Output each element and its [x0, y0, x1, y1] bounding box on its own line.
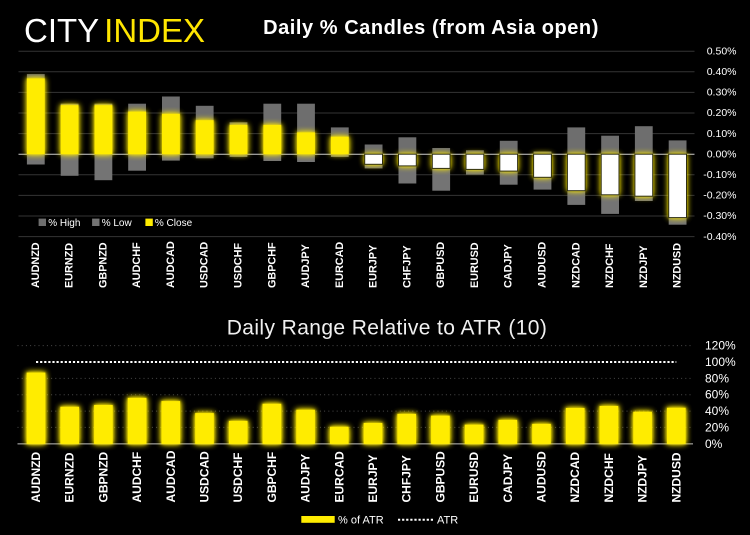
svg-text:USDCAD: USDCAD [199, 242, 211, 288]
svg-text:CADJPY: CADJPY [503, 243, 515, 288]
svg-text:GBPUSD: GBPUSD [435, 242, 447, 288]
svg-text:AUDCAD: AUDCAD [165, 241, 177, 288]
svg-text:40%: 40% [705, 404, 729, 418]
svg-text:EURJPY: EURJPY [368, 244, 380, 288]
svg-text:0%: 0% [705, 437, 723, 451]
svg-text:EURCAD: EURCAD [332, 451, 346, 503]
svg-text:Daily % Candles (from Asia ope: Daily % Candles (from Asia open) [263, 17, 599, 39]
svg-text:EURUSD: EURUSD [469, 242, 481, 288]
svg-text:AUDNZD: AUDNZD [30, 242, 42, 288]
svg-text:AUDNZD: AUDNZD [29, 452, 43, 503]
svg-text:ATR: ATR [437, 515, 458, 527]
svg-text:Daily Range Relative to ATR (1: Daily Range Relative to ATR (10) [227, 317, 548, 340]
svg-text:GBPNZD: GBPNZD [96, 452, 110, 503]
svg-text:-0.40%: -0.40% [703, 231, 736, 243]
svg-text:-0.30%: -0.30% [703, 210, 736, 222]
svg-text:AUDCHF: AUDCHF [131, 242, 143, 288]
svg-text:EURNZD: EURNZD [64, 243, 76, 288]
svg-text:CHFJPY: CHFJPY [400, 455, 414, 502]
svg-text:20%: 20% [705, 420, 729, 434]
svg-text:AUDCHF: AUDCHF [130, 452, 144, 503]
svg-text:GBPNZD: GBPNZD [97, 242, 109, 288]
svg-text:NZDCHF: NZDCHF [604, 243, 616, 288]
svg-text:NZDUSD: NZDUSD [672, 243, 684, 288]
svg-text:NZDUSD: NZDUSD [669, 452, 683, 502]
svg-text:NZDJPY: NZDJPY [638, 245, 650, 288]
svg-text:AUDUSD: AUDUSD [537, 242, 549, 288]
svg-text:0.10%: 0.10% [707, 128, 737, 140]
svg-text:NZDCAD: NZDCAD [570, 242, 582, 288]
svg-text:-0.10%: -0.10% [703, 169, 736, 181]
svg-text:NZDCHF: NZDCHF [602, 453, 616, 502]
svg-text:AUDCAD: AUDCAD [164, 450, 178, 502]
svg-text:CHFJPY: CHFJPY [401, 245, 413, 288]
svg-text:% Close: % Close [155, 218, 193, 229]
svg-text:EURJPY: EURJPY [366, 454, 380, 502]
svg-text:% of ATR: % of ATR [338, 515, 384, 527]
svg-text:0.40%: 0.40% [707, 66, 737, 78]
svg-text:0.30%: 0.30% [707, 87, 737, 99]
svg-text:NZDCAD: NZDCAD [568, 452, 582, 503]
svg-text:NZDJPY: NZDJPY [636, 455, 650, 502]
svg-text:AUDJPY: AUDJPY [300, 243, 312, 288]
svg-text:100%: 100% [705, 355, 736, 369]
svg-text:AUDJPY: AUDJPY [299, 454, 313, 503]
svg-text:USDCAD: USDCAD [198, 451, 212, 503]
svg-text:AUDUSD: AUDUSD [535, 451, 549, 503]
svg-text:EURNZD: EURNZD [63, 452, 77, 502]
svg-text:0.20%: 0.20% [707, 107, 737, 119]
svg-text:120%: 120% [705, 339, 736, 353]
svg-text:0.00%: 0.00% [707, 148, 737, 160]
svg-text:USDCHF: USDCHF [231, 453, 245, 503]
svg-text:GBPUSD: GBPUSD [433, 451, 447, 503]
svg-text:EURUSD: EURUSD [467, 451, 481, 502]
svg-text:80%: 80% [705, 371, 729, 385]
svg-text:% High: % High [48, 218, 80, 229]
svg-text:GBPCHF: GBPCHF [266, 242, 278, 288]
svg-text:EURCAD: EURCAD [334, 242, 346, 288]
svg-text:-0.20%: -0.20% [703, 190, 736, 202]
svg-text:USDCHF: USDCHF [233, 243, 245, 288]
svg-text:% Low: % Low [102, 218, 133, 229]
svg-text:CADJPY: CADJPY [501, 454, 515, 503]
svg-text:0.50%: 0.50% [707, 45, 737, 57]
svg-text:60%: 60% [705, 388, 729, 402]
svg-text:GBPCHF: GBPCHF [265, 452, 279, 503]
